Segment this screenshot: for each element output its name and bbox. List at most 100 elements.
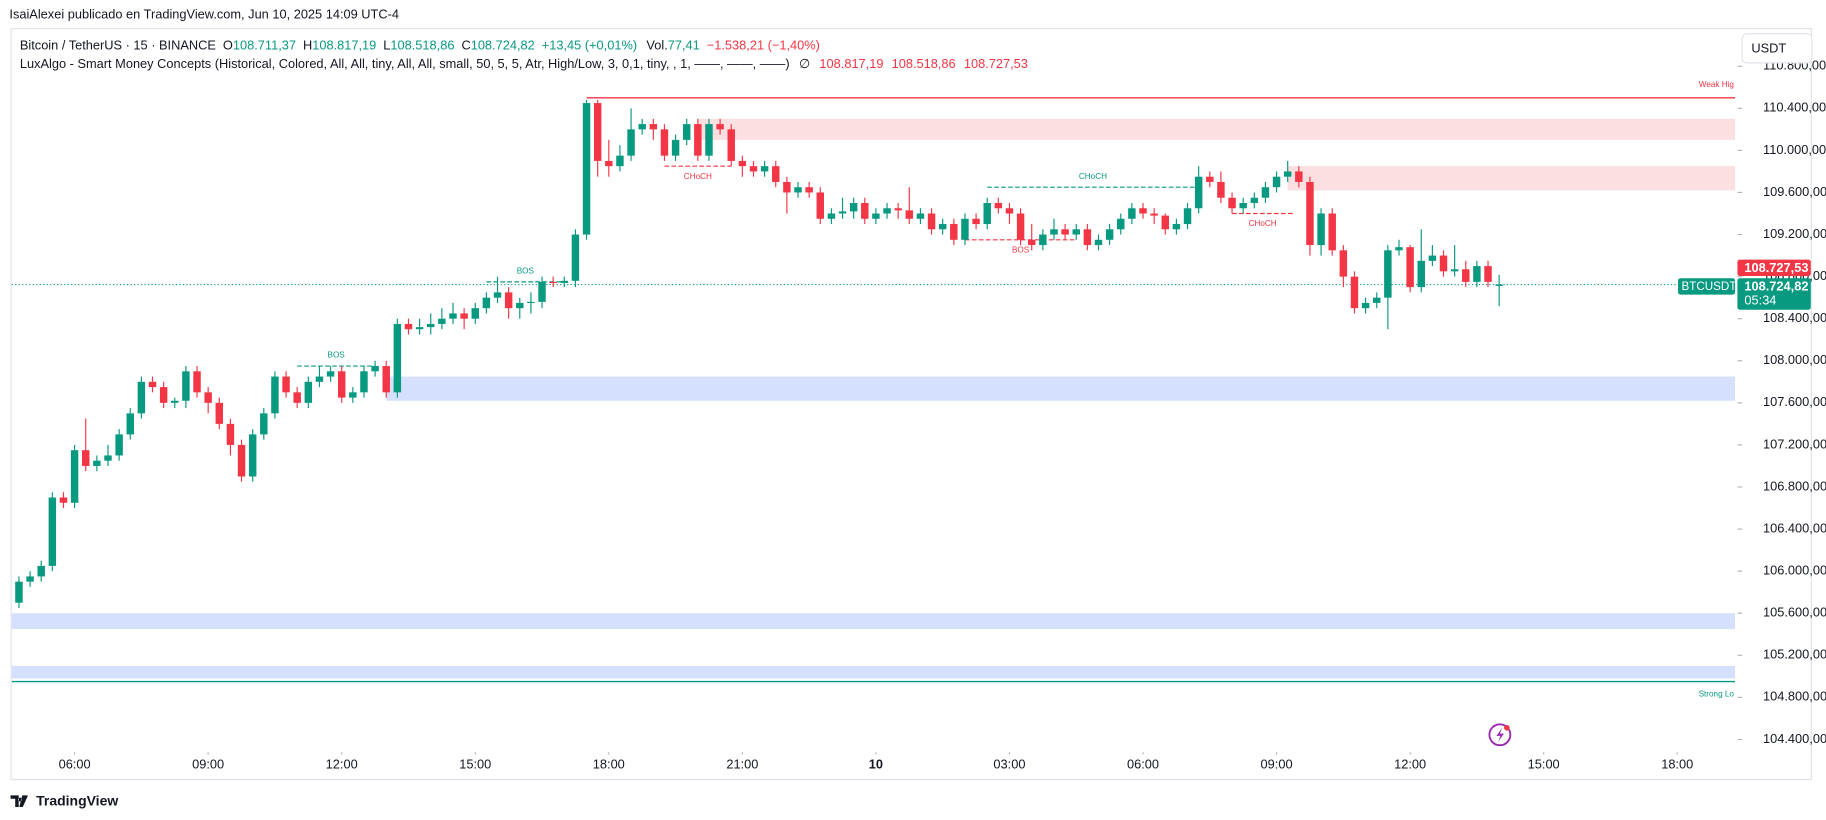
candle-body bbox=[1172, 224, 1181, 230]
candle-body bbox=[70, 450, 79, 503]
candle-body bbox=[1328, 213, 1336, 251]
candle-body bbox=[849, 202, 858, 212]
candle-body bbox=[1261, 187, 1270, 198]
candle-body bbox=[82, 450, 90, 466]
candle-body bbox=[938, 224, 947, 230]
candle-body bbox=[916, 213, 925, 219]
symbol: Bitcoin / TetherUS · 15 · BINANCE bbox=[20, 38, 216, 53]
order-block bbox=[1287, 166, 1736, 191]
candle-body bbox=[1139, 208, 1147, 214]
y-tick-label: 106.000,00 bbox=[1763, 563, 1826, 578]
candle-body bbox=[1117, 218, 1125, 230]
candle-body bbox=[126, 413, 134, 435]
candle-body bbox=[516, 302, 524, 309]
candle-body bbox=[638, 124, 646, 130]
alert-icon-bolt[interactable] bbox=[1496, 727, 1504, 742]
candle-body bbox=[504, 292, 513, 309]
candle-body bbox=[104, 455, 112, 461]
candle-body bbox=[304, 381, 313, 403]
volume-key: Vol. bbox=[646, 38, 667, 53]
y-tick-label: 106.800,00 bbox=[1763, 478, 1826, 493]
indicator-value: 108.518,86 bbox=[892, 57, 956, 72]
order-block bbox=[697, 118, 1736, 140]
alert-icon[interactable] bbox=[1488, 723, 1512, 747]
structure-label: BOS bbox=[1012, 245, 1030, 254]
candle-body bbox=[137, 381, 146, 414]
alert-icon-dot[interactable] bbox=[1504, 724, 1510, 731]
candle-body bbox=[838, 211, 847, 214]
candle-body bbox=[204, 392, 212, 403]
y-tick-label: 104.800,00 bbox=[1763, 689, 1826, 704]
candle-body bbox=[1016, 213, 1025, 240]
y-tick-label: 108.400,00 bbox=[1763, 310, 1826, 325]
structure-label: BOS bbox=[328, 351, 346, 360]
candle-body bbox=[716, 124, 724, 130]
candle-body bbox=[961, 218, 969, 240]
candle-body bbox=[59, 497, 68, 503]
ohlc-key: O bbox=[223, 38, 233, 53]
candle-body bbox=[1272, 176, 1281, 188]
candle-body bbox=[571, 234, 580, 281]
order-block bbox=[11, 613, 1736, 630]
currency-button-label[interactable]: USDT bbox=[1751, 40, 1786, 55]
indicator-price-text: 108.727,53 bbox=[1744, 260, 1808, 275]
symbol-tag-text: BTCUSDT bbox=[1682, 280, 1737, 293]
candle-body bbox=[171, 400, 179, 403]
candle-body bbox=[293, 392, 301, 403]
candle-body bbox=[26, 576, 34, 582]
candle-body bbox=[705, 124, 713, 156]
candle-body bbox=[1283, 171, 1292, 177]
y-axis: 110.800,00110.400,00110.000,00109.600,00… bbox=[1737, 58, 1826, 746]
candle-body bbox=[93, 460, 101, 466]
candle-body bbox=[972, 218, 980, 225]
currency-button-box[interactable] bbox=[1741, 33, 1813, 64]
volume: 77,41 bbox=[668, 38, 700, 53]
candle-body bbox=[326, 371, 335, 377]
candle-body bbox=[738, 160, 747, 167]
candle-body bbox=[148, 381, 157, 388]
plot-area: Weak Hig Strong Lo BOS BOS CHoCH BOS CHoCH CHoC… bbox=[11, 80, 1736, 699]
brand-logo bbox=[10, 795, 29, 807]
candle-body bbox=[905, 210, 914, 219]
candle-body bbox=[805, 187, 813, 193]
candle-body bbox=[1350, 276, 1359, 309]
candle-body bbox=[582, 103, 591, 235]
candle-body bbox=[1373, 297, 1381, 303]
indicator-row: LuxAlgo - Smart Money Concepts (Historic… bbox=[20, 57, 1028, 72]
currency-button[interactable]: USDT bbox=[1741, 33, 1813, 64]
candle-body bbox=[560, 280, 569, 283]
x-tick-label: 12:00 bbox=[326, 756, 358, 771]
x-tick-label: 15:00 bbox=[1528, 756, 1560, 771]
candle-body bbox=[1339, 250, 1348, 277]
x-tick-label: 12:00 bbox=[1394, 756, 1426, 771]
candle-body bbox=[315, 376, 324, 382]
x-tick-label: 09:00 bbox=[192, 756, 224, 771]
candle-body bbox=[783, 181, 791, 193]
candle-body bbox=[371, 366, 379, 372]
order-block bbox=[386, 376, 1736, 401]
ohlc-value: 108.711,37 bbox=[233, 38, 296, 53]
candle-body bbox=[237, 444, 246, 477]
y-tick-label: 108.000,00 bbox=[1763, 352, 1826, 367]
y-tick-label: 110.000,00 bbox=[1763, 142, 1826, 157]
indicator-name: LuxAlgo - Smart Money Concepts (Historic… bbox=[20, 57, 790, 72]
candle-body bbox=[1317, 213, 1325, 246]
change: +13,45 (+0,01%) bbox=[542, 38, 637, 53]
volume-change: −1.538,21 (−1,40%) bbox=[707, 38, 820, 53]
candle-body bbox=[1473, 266, 1481, 282]
author-line: IsaiAlexei publicado en TradingView.com,… bbox=[9, 7, 399, 22]
candle-body bbox=[349, 392, 357, 398]
candle-body bbox=[37, 565, 45, 577]
candle-body bbox=[1495, 284, 1503, 286]
candle-body bbox=[1361, 302, 1370, 309]
candle-body bbox=[1217, 181, 1225, 198]
structure-label: BOS bbox=[517, 267, 535, 276]
ohlc-key: C bbox=[461, 38, 470, 53]
candle-body bbox=[1050, 229, 1058, 235]
level-label: Weak Hig bbox=[1699, 80, 1734, 89]
candle-body bbox=[727, 129, 735, 161]
candle-body bbox=[1484, 266, 1492, 282]
x-tick-label: 06:00 bbox=[1127, 756, 1159, 771]
candle-body bbox=[671, 139, 680, 156]
